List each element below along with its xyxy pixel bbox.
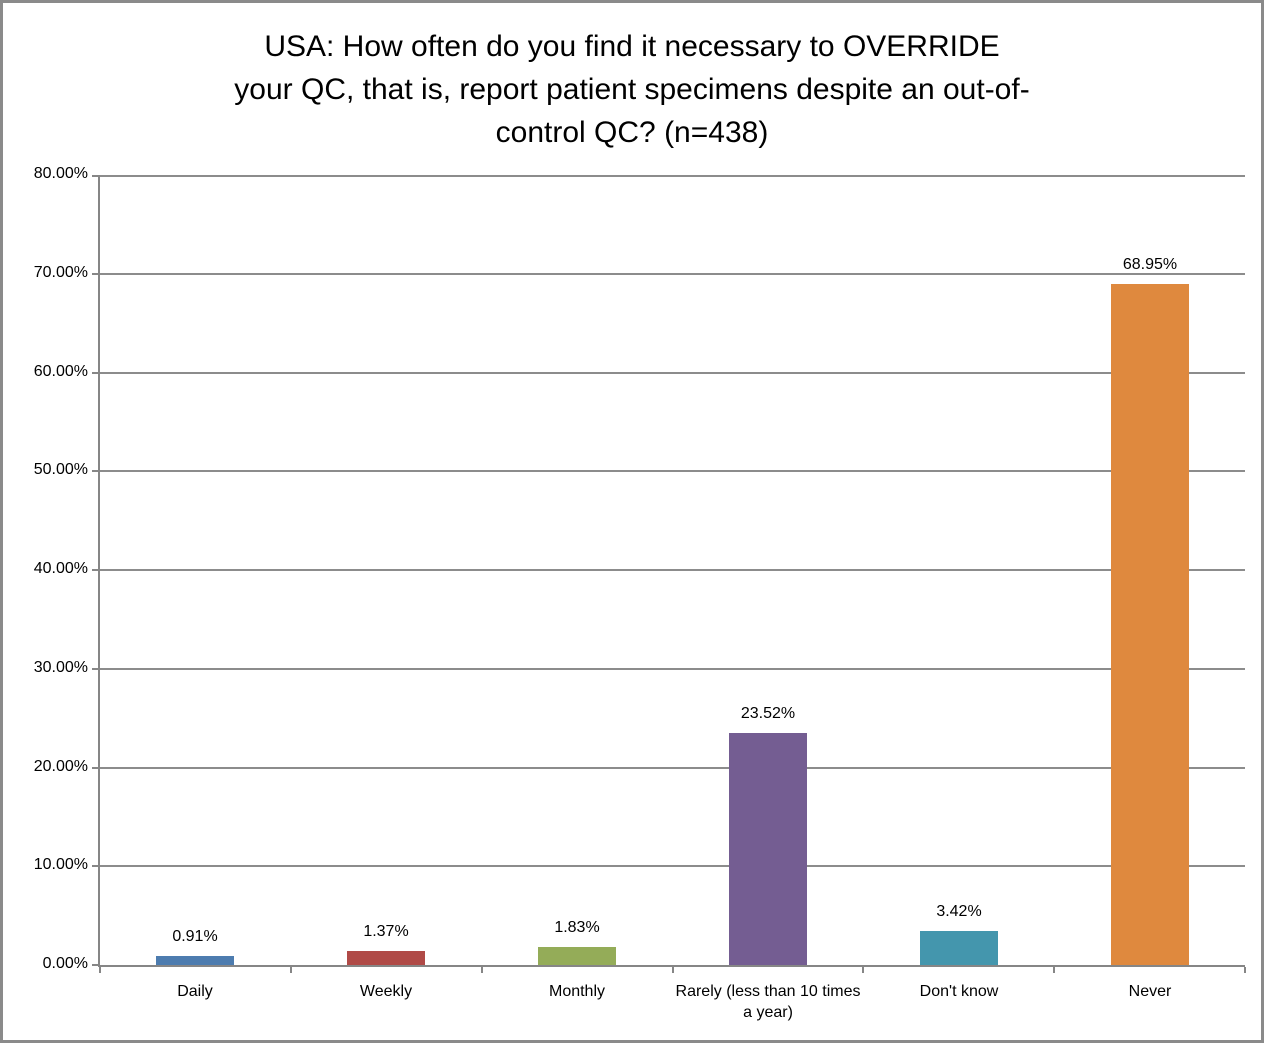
y-tick-mark — [92, 470, 100, 472]
bar — [347, 951, 425, 965]
gridline — [100, 470, 1245, 472]
bar-value-label: 68.95% — [1122, 256, 1178, 273]
x-tick-mark — [862, 967, 864, 973]
x-tick-mark — [290, 967, 292, 973]
y-tick-label: 50.00% — [33, 461, 88, 478]
gridline — [100, 668, 1245, 670]
y-tick-mark — [92, 767, 100, 769]
x-tick-mark — [672, 967, 674, 973]
bar — [156, 956, 234, 965]
bar-value-label: 1.83% — [554, 919, 600, 936]
gridline — [100, 767, 1245, 769]
plot-area: 0.00% 10.00% 20.00% 30.00% 40.00% 50.00% 60.00… — [34, 165, 1246, 1021]
gridline — [100, 273, 1245, 275]
y-tick-mark — [92, 175, 100, 177]
category-label: Never — [1128, 983, 1172, 1000]
gridline — [100, 175, 1245, 177]
category-label: Weekly — [359, 983, 413, 1000]
gridline — [100, 865, 1245, 867]
y-tick-label: 60.00% — [33, 363, 88, 380]
category-label: Monthly — [548, 983, 606, 1000]
y-tick-mark — [92, 964, 100, 966]
bar — [729, 733, 807, 965]
category-label: Daily — [177, 983, 213, 1000]
x-tick-mark — [1053, 967, 1055, 973]
chart-title: USA: How often do you find it necessary … — [3, 25, 1261, 154]
gridline — [100, 569, 1245, 571]
x-tick-mark — [99, 967, 101, 973]
category-label: Don't know — [919, 983, 999, 1000]
y-tick-mark — [92, 273, 100, 275]
bar-value-label: 3.42% — [936, 903, 982, 920]
category-label: Rarely (less than 10 times a year) — [675, 983, 861, 1021]
y-tick-label: 20.00% — [33, 758, 88, 775]
bar-value-label: 23.52% — [740, 705, 796, 722]
chart-title-line: your QC, that is, report patient specime… — [234, 73, 1030, 106]
chart-title-line: control QC? (n=438) — [495, 116, 769, 149]
chart-title-line: USA: How often do you find it necessary … — [264, 30, 1000, 63]
y-tick-mark — [92, 372, 100, 374]
y-tick-label: 70.00% — [33, 264, 88, 281]
y-tick-mark — [92, 569, 100, 571]
x-tick-mark — [1244, 967, 1246, 973]
y-tick-mark — [92, 668, 100, 670]
y-tick-label: 0.00% — [42, 955, 88, 972]
y-tick-label: 40.00% — [33, 560, 88, 577]
bar — [920, 931, 998, 965]
y-tick-mark — [92, 865, 100, 867]
bar — [538, 947, 616, 965]
y-tick-label: 80.00% — [33, 165, 88, 182]
y-tick-label: 10.00% — [33, 856, 88, 873]
bar-value-label: 0.91% — [172, 928, 218, 945]
y-tick-label: 30.00% — [33, 659, 88, 676]
x-tick-mark — [481, 967, 483, 973]
bar-value-label: 1.37% — [363, 923, 409, 940]
gridline — [100, 372, 1245, 374]
bar — [1111, 284, 1189, 965]
